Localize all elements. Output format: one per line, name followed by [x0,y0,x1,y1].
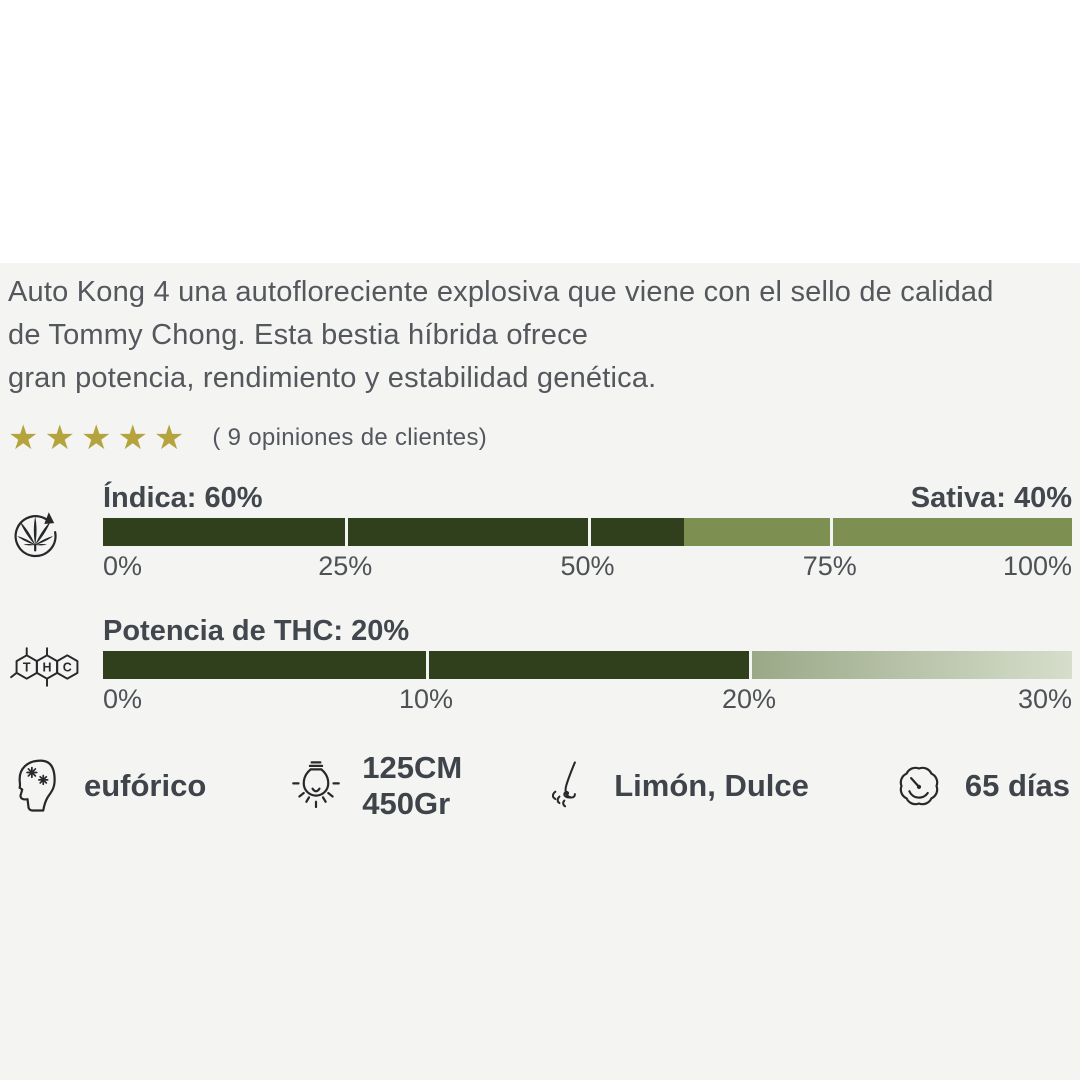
scale-label: 25% [318,551,373,581]
sativa-label: Sativa: 40% [910,482,1072,514]
thc-bar [103,651,1072,679]
sativa-fill [684,518,1072,546]
thc-label: Potencia de THC: 20% [103,615,410,647]
thc-molecule-icon: T H C [8,638,103,696]
attribute-yield: 125CM 450Gr [288,750,462,822]
euphoric-head-icon [18,759,56,812]
scale-label: 0% [103,551,143,581]
description-line: Auto Kong 4 una autofloreciente explosiv… [8,276,994,308]
svg-text:T: T [23,660,31,674]
bulb-yield-icon [292,761,341,809]
tick-25 [345,518,349,546]
thc-remainder [749,651,1072,679]
attribute-effect: eufórico [10,755,206,817]
indica-sativa-meter: Índica: 60% Sativa: 40% 0% 25% 50% 75% 1… [8,482,1072,585]
nose-aroma-icon [552,761,577,808]
effect-label: eufórico [84,768,207,803]
scale-label: 100% [1002,551,1072,581]
scale-label: 75% [802,551,857,581]
indica-fill [103,518,685,546]
rating-row: ★★★★★ ( 9 opiniones de clientes) [8,420,1072,456]
indica-label: Índica: 60% [103,482,263,514]
tick-10 [425,651,429,679]
scale-label: 20% [721,684,777,714]
product-description: Auto Kong 4 una autofloreciente explosiv… [8,271,1072,400]
flowering-time-label: 65 días [964,768,1070,803]
indica-sativa-scale: 0% 25% 50% 75% 100% [103,551,1072,585]
attribute-flowering-time: 65 días [891,758,1070,814]
scale-label: 0% [103,684,143,714]
scale-label: 50% [560,551,615,581]
aroma-label: Limón, Dulce [614,768,809,803]
svg-text:H: H [42,660,51,674]
star-rating-icon[interactable]: ★★★★★ [8,419,191,457]
scale-label: 30% [1017,684,1072,714]
thc-meter: T H C Potencia de THC: 20% 0% 10% 20% 30… [8,615,1072,718]
tick-20 [749,651,752,679]
product-image-area [0,0,1080,263]
autoflower-leaf-icon [8,505,103,563]
product-summary-section: Auto Kong 4 una autofloreciente explosiv… [0,263,1080,1080]
description-line: gran potencia, rendimiento y estabilidad… [8,362,657,394]
svg-text:C: C [63,660,72,674]
attribute-aroma: Limón, Dulce [544,755,809,817]
description-line: de Tommy Chong. Esta bestia híbrida ofre… [8,319,589,351]
attributes-row: eufórico 125CM [8,750,1072,822]
indica-sativa-bar [103,518,1072,546]
thc-scale: 0% 10% 20% 30% [103,684,1072,718]
flowering-timer-icon [899,766,939,806]
reviews-count-link[interactable]: ( 9 opiniones de clientes) [212,424,488,451]
tick-75 [829,518,833,546]
yield-label: 125CM 450Gr [362,750,463,821]
tick-50 [587,518,591,546]
scale-label: 10% [398,684,454,714]
